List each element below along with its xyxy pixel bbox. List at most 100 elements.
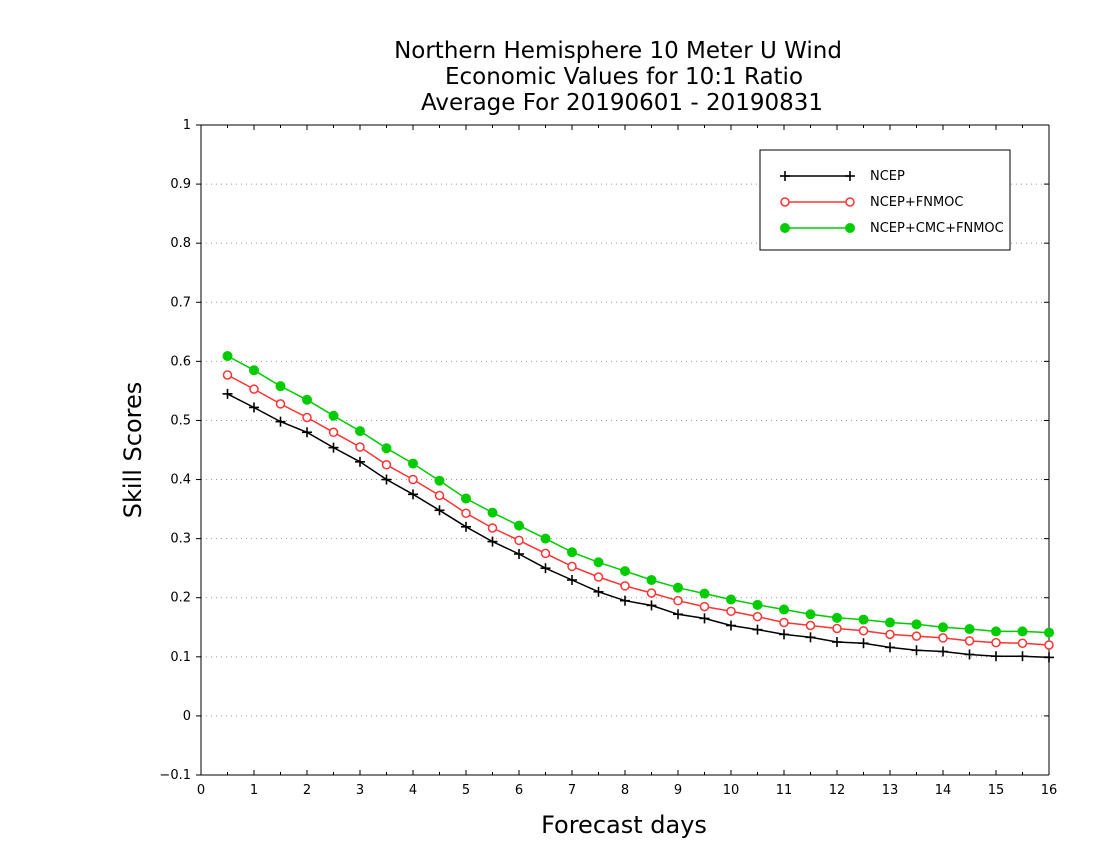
data-point-ncep	[885, 642, 895, 653]
data-point-ncep-fnmoc	[885, 629, 895, 640]
legend-entry-ncep: NCEP	[780, 169, 905, 184]
x-tick-label: 8	[621, 783, 629, 798]
data-point-ncep-fnmoc	[964, 636, 975, 646]
data-point-ncep-fnmoc	[461, 508, 471, 518]
data-point-ncep-cmc-fnmoc	[752, 599, 763, 610]
data-point-ncep-cmc-fnmoc	[779, 604, 789, 615]
y-tick-label: 0.3	[170, 532, 191, 547]
data-point-ncep-fnmoc	[699, 601, 710, 612]
data-point-ncep-fnmoc	[540, 548, 551, 559]
data-point-ncep	[805, 632, 816, 643]
legend-label: NCEP+CMC+FNMOC	[870, 221, 1004, 236]
y-tick-label: 1	[183, 118, 191, 133]
data-point-ncep	[567, 575, 577, 585]
data-point-ncep-fnmoc	[355, 442, 365, 452]
data-point-ncep-cmc-fnmoc	[302, 394, 312, 405]
data-point-ncep-fnmoc	[567, 561, 577, 572]
data-point-ncep	[964, 649, 975, 660]
data-point-ncep-fnmoc	[487, 523, 498, 533]
data-point-legend-end	[845, 223, 855, 233]
data-point-ncep	[726, 620, 736, 631]
data-point-ncep-cmc-fnmoc	[487, 507, 498, 518]
x-tick-label: 12	[829, 783, 846, 798]
data-point-ncep-fnmoc	[249, 384, 259, 394]
data-point-ncep	[938, 646, 948, 657]
data-point-ncep-cmc-fnmoc	[408, 458, 418, 469]
data-point-ncep-cmc-fnmoc	[673, 582, 683, 593]
legend-box	[759, 149, 1011, 251]
x-tick-label: 15	[988, 783, 1005, 798]
data-point-ncep-cmc-fnmoc	[832, 612, 842, 623]
data-point-ncep-fnmoc	[752, 611, 763, 622]
data-point-ncep-fnmoc	[302, 412, 312, 423]
data-point-legend-start	[780, 171, 790, 181]
data-point-ncep	[779, 629, 789, 640]
data-point-ncep-fnmoc	[832, 623, 842, 634]
data-point-ncep-cmc-fnmoc	[620, 566, 630, 577]
data-point-ncep	[540, 563, 551, 574]
data-point-ncep-fnmoc	[381, 460, 392, 470]
x-tick-label: 0	[197, 783, 205, 798]
series-line-ncep-fnmoc	[227, 374, 1050, 646]
series-line-ncep	[227, 393, 1050, 659]
data-point-ncep	[1017, 651, 1028, 662]
data-point-ncep-fnmoc	[938, 633, 948, 643]
data-point-ncep-cmc-fnmoc	[328, 410, 339, 421]
legend-label: NCEP+FNMOC	[870, 195, 963, 210]
data-point-ncep-cmc-fnmoc	[646, 575, 657, 585]
x-tick-label: 16	[1041, 783, 1058, 798]
data-point-ncep	[434, 505, 445, 516]
data-point-ncep-fnmoc	[858, 626, 869, 636]
data-point-ncep	[620, 595, 630, 606]
x-tick-label: 1	[250, 783, 258, 798]
data-point-ncep-fnmoc	[1017, 638, 1028, 648]
chart-title-line-3: Average For 20190601 - 20190831	[421, 90, 823, 116]
data-point-ncep-fnmoc	[328, 427, 339, 438]
data-point-ncep	[991, 651, 1001, 662]
data-point-ncep	[514, 549, 524, 559]
data-point-ncep-fnmoc	[222, 370, 233, 380]
data-point-ncep-fnmoc	[1044, 640, 1054, 650]
data-point-ncep	[673, 609, 683, 620]
data-point-ncep-cmc-fnmoc	[964, 624, 975, 635]
data-point-ncep	[302, 427, 312, 438]
data-point-ncep-fnmoc	[408, 474, 418, 485]
y-tick-label: 0.8	[170, 236, 191, 251]
data-point-ncep-fnmoc	[646, 588, 657, 598]
data-point-ncep	[355, 456, 365, 467]
data-point-ncep-cmc-fnmoc	[726, 594, 736, 605]
data-point-ncep	[328, 442, 339, 453]
x-tick-label: 3	[356, 783, 364, 798]
data-point-ncep	[487, 536, 498, 547]
x-tick-label: 4	[409, 783, 417, 798]
data-point-ncep-cmc-fnmoc	[805, 609, 816, 620]
data-point-ncep	[222, 388, 233, 399]
data-point-ncep	[858, 638, 869, 649]
data-point-ncep	[1044, 652, 1054, 663]
x-tick-label: 7	[568, 783, 576, 798]
legend-entry-ncep-fnmoc: NCEP+FNMOC	[780, 195, 963, 210]
y-tick-label: 0.7	[170, 295, 191, 310]
legend-label: NCEP	[870, 169, 905, 184]
data-point-ncep-fnmoc	[779, 617, 789, 628]
data-point-ncep-fnmoc	[726, 606, 736, 617]
data-point-ncep	[408, 489, 418, 500]
data-point-ncep-fnmoc	[911, 631, 922, 641]
data-point-ncep	[699, 613, 710, 624]
series-line-ncep-cmc-fnmoc	[227, 355, 1050, 634]
data-point-ncep-cmc-fnmoc	[991, 626, 1001, 637]
x-tick-label: 13	[882, 783, 899, 798]
y-tick-label: 0.2	[170, 591, 191, 606]
data-point-ncep-cmc-fnmoc	[540, 533, 551, 544]
y-tick-label: 0.1	[170, 650, 191, 665]
data-point-ncep	[461, 521, 471, 532]
data-point-ncep-cmc-fnmoc	[1017, 626, 1028, 637]
data-point-ncep	[381, 474, 392, 485]
data-point-ncep-fnmoc	[991, 637, 1001, 648]
data-point-ncep-fnmoc	[673, 595, 683, 606]
data-point-legend-end	[845, 171, 855, 181]
x-tick-label: 9	[674, 783, 682, 798]
data-point-ncep-fnmoc	[593, 572, 604, 582]
data-point-ncep-fnmoc	[434, 490, 445, 501]
y-tick-label: 0.9	[170, 177, 191, 192]
